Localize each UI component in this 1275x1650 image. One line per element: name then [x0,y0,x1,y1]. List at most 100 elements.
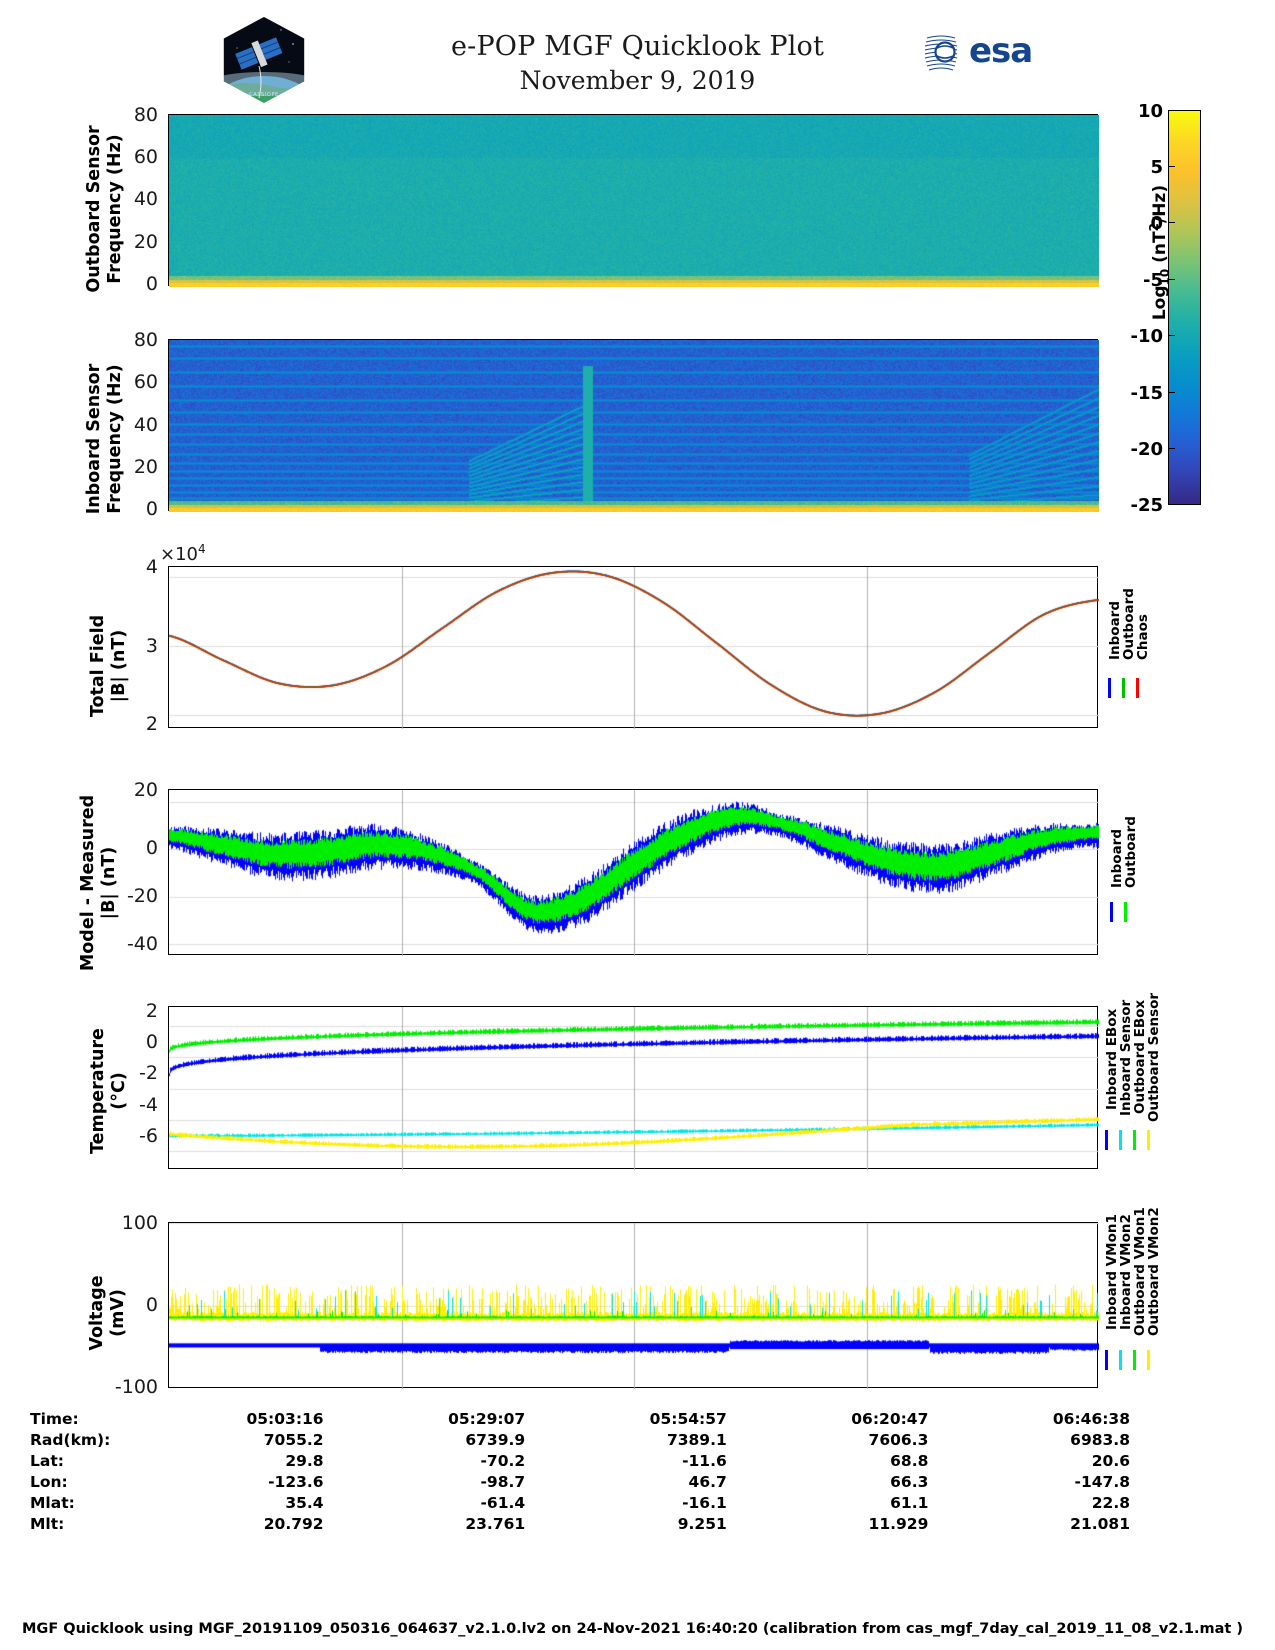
table-cell: -61.4 [480,1493,526,1512]
page-title: e-POP MGF Quicklook Plot November 9, 201… [0,30,1275,98]
table-row-label: Rad(km): [30,1430,111,1449]
ytick: -4 [139,1094,158,1116]
table-row-label: Time: [30,1409,79,1428]
table-row: Lon: -123.6 -98.7 46.7 66.3 -147.8 [30,1471,1130,1492]
legend-swatch [1110,902,1113,922]
table-cell: 7055.2 [263,1430,324,1449]
ytick: 2 [145,1000,158,1022]
table-cell: 21.081 [1070,1514,1130,1533]
table-cell: 7389.1 [666,1430,727,1449]
table-cell: 05:29:07 [448,1409,526,1428]
model-measured-ylabel: Model - Measured |B| (nT) [78,794,119,972]
table-cell: 9.251 [677,1514,727,1533]
temperature-legend: Outboard Sensor [1146,992,1162,1122]
legend-swatch [1122,678,1125,698]
legend-swatch [1147,1350,1150,1370]
ytick: 20 [133,456,158,478]
colorbar-tick: 10 [1137,101,1163,122]
outboard-spectrogram-canvas [169,115,1099,287]
title-subtitle: November 9, 2019 [519,66,756,95]
colorbar [1168,110,1201,505]
table-cell: 7606.3 [868,1430,929,1449]
model-measured-legend: Outboard [1123,816,1139,888]
ytick: 0 [145,1294,158,1316]
total-field-multiplier: ×104 [160,542,206,565]
table-cell: -16.1 [682,1493,727,1512]
legend-swatch [1105,1130,1108,1150]
colorbar-tick: -20 [1130,439,1163,460]
ytick: 60 [133,371,158,393]
table-cell: 6983.8 [1070,1430,1130,1449]
ytick: 0 [145,273,158,295]
table-cell: 46.7 [688,1472,727,1491]
ytick: 40 [133,414,158,436]
colorbar-tick: 5 [1150,157,1163,178]
total-field-legend: Chaos [1135,614,1151,660]
temperature-canvas [169,1007,1099,1170]
legend-swatch [1119,1130,1122,1150]
table-row: Rad(km): 7055.2 6739.9 7389.1 7606.3 6983.8 [30,1429,1130,1450]
voltage-legend: Outboard VMon2 [1146,1207,1162,1336]
ytick: 80 [133,329,158,351]
inboard-spectrogram-canvas [169,340,1099,512]
colorbar-tick: -15 [1130,383,1163,404]
outboard-spectrogram-panel [168,114,1099,287]
svg-text:CASSIOPE: CASSIOPE [249,92,279,98]
legend-swatch [1108,678,1111,698]
ytick: 20 [133,779,158,801]
ytick: 20 [133,231,158,253]
table-cell: 20.6 [1091,1451,1130,1470]
model-measured-canvas [169,790,1099,956]
footer-provenance: MGF Quicklook using MGF_20191109_050316_… [22,1621,1244,1637]
table-row: Mlat: 35.4 -61.4 -16.1 61.1 22.8 [30,1492,1130,1513]
table-cell: 06:20:47 [851,1409,929,1428]
table-row-label: Lon: [30,1472,68,1491]
cassiope-mission-logo: CASSIOPE [219,14,309,106]
colorbar-tick: 0 [1150,213,1163,234]
table-row-label: Mlt: [30,1514,65,1533]
esa-logo: esa [925,30,1045,74]
ytick: -6 [139,1125,158,1147]
table-cell: 35.4 [285,1493,324,1512]
colorbar-title: Log10 (nT2/Hz) [1147,184,1173,321]
table-cell: 05:03:16 [246,1409,324,1428]
table-cell: -147.8 [1074,1472,1130,1491]
colorbar-tick: -10 [1130,326,1163,347]
table-cell: -123.6 [268,1472,324,1491]
table-cell: 05:54:57 [649,1409,727,1428]
esa-wordmark: esa [969,31,1033,71]
legend-swatch [1136,678,1139,698]
temperature-panel [168,1006,1099,1170]
table-row: Time: 05:03:16 05:29:07 05:54:57 06:20:47 06:… [30,1408,1130,1429]
ytick: -40 [126,933,158,955]
table-cell: 20.792 [263,1514,324,1533]
legend-swatch [1133,1130,1136,1150]
ytick: 60 [133,146,158,168]
table-cell: 22.8 [1091,1493,1130,1512]
table-cell: 29.8 [285,1451,324,1470]
table-cell: -70.2 [480,1451,526,1470]
ephemeris-table: Time: 05:03:16 05:29:07 05:54:57 06:20:47 06:… [0,1408,1275,1534]
table-row: Lat: 29.8 -70.2 -11.6 68.8 20.6 [30,1450,1130,1471]
table-cell: -11.6 [682,1451,727,1470]
total-field-panel [168,566,1099,729]
table-row: Mlt: 20.792 23.761 9.251 11.929 21.081 [30,1513,1130,1534]
voltage-canvas [169,1223,1099,1389]
ytick: 40 [133,188,158,210]
total-field-canvas [169,567,1099,729]
legend-swatch [1147,1130,1150,1150]
table-cell: 11.929 [868,1514,929,1533]
ytick: 4 [145,556,158,578]
model-measured-panel [168,789,1099,956]
ytick: 0 [145,1031,158,1053]
table-row-label: Lat: [30,1451,64,1470]
table-cell: 6739.9 [465,1430,526,1449]
legend-swatch [1124,902,1127,922]
table-cell: 61.1 [890,1493,929,1512]
legend-swatch [1119,1350,1122,1370]
ytick: 80 [133,104,158,126]
ytick: -20 [126,885,158,907]
table-cell: -98.7 [480,1472,526,1491]
ytick: 2 [145,713,158,735]
ytick: -2 [139,1062,158,1084]
